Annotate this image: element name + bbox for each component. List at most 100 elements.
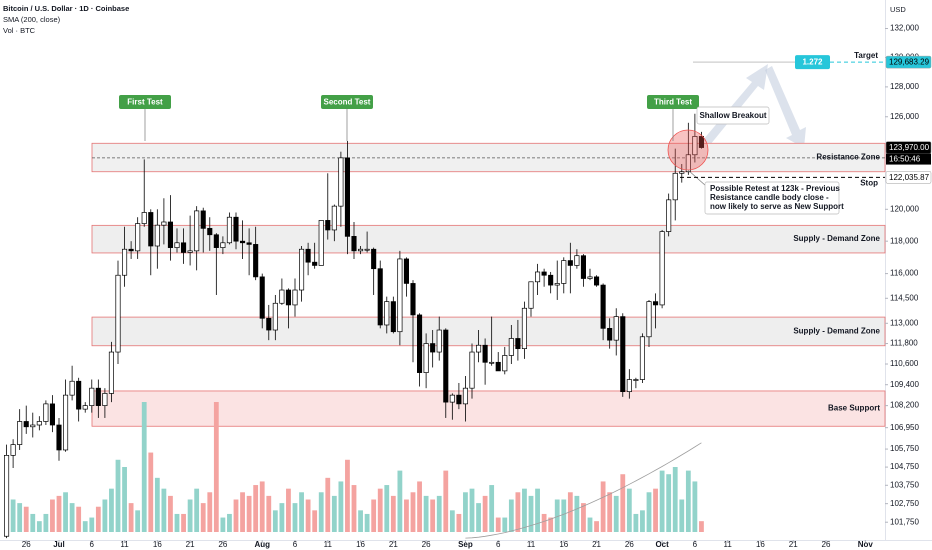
volume-bar <box>456 513 462 532</box>
candle-body <box>220 242 226 248</box>
volume-bar <box>581 503 586 532</box>
volume-bar <box>377 488 383 532</box>
volume-bar <box>436 495 442 532</box>
candle-body <box>377 268 383 326</box>
candle-body <box>122 248 128 276</box>
price-label-box <box>885 171 932 184</box>
x-tick-label: 16 <box>559 540 568 549</box>
candle-body <box>266 317 272 331</box>
y-tick-label: 110,600 <box>890 359 919 368</box>
volume-bar <box>148 452 154 532</box>
candle-body <box>305 248 311 263</box>
volume-bar <box>443 470 449 532</box>
candle-body <box>548 274 554 286</box>
candle-body <box>344 157 350 237</box>
note-text: Shallow Breakout <box>699 111 766 120</box>
note-text: Resistance candle body close - <box>710 193 829 202</box>
candle-body <box>174 242 180 248</box>
x-tick-label: 26 <box>822 540 831 549</box>
candle-body <box>82 405 88 410</box>
candle-body <box>141 212 147 224</box>
volume-bar <box>502 517 508 532</box>
volume-bar <box>194 488 200 532</box>
candle-body <box>587 276 593 279</box>
volume-bar <box>331 495 337 532</box>
volume-bar <box>404 499 409 532</box>
volume-bar <box>17 503 23 532</box>
volume-bar <box>207 492 213 532</box>
test-badge <box>321 95 373 109</box>
candle-body <box>259 276 265 319</box>
volume-bar <box>699 521 704 532</box>
test-label: Second Test <box>324 98 371 107</box>
zone-label: Supply - Demand Zone <box>793 327 880 336</box>
volume-bar <box>390 495 396 532</box>
candle-body <box>108 351 114 394</box>
candle-body <box>95 387 101 406</box>
candle-body <box>240 240 246 244</box>
candle-body <box>397 258 403 333</box>
volume-bar <box>312 510 318 532</box>
candle-body <box>449 394 455 403</box>
x-tick-label: 21 <box>389 540 398 549</box>
candle-body <box>325 220 331 231</box>
candle-body <box>226 216 232 244</box>
candle-body <box>358 248 364 252</box>
x-tick-label: 26 <box>22 540 31 549</box>
volume-bar <box>463 492 468 532</box>
volume-bar <box>384 485 390 532</box>
volume-bar <box>36 521 42 532</box>
volume-bar <box>161 488 167 532</box>
candle-body <box>620 316 626 393</box>
volume-bar <box>141 402 147 532</box>
candle-body <box>469 351 475 389</box>
volume-bar <box>181 513 186 532</box>
x-tick-label: 21 <box>592 540 601 549</box>
volume-bar <box>253 485 259 532</box>
zone-label: Supply - Demand Zone <box>793 234 880 243</box>
volume-bar <box>489 485 495 532</box>
candles <box>4 113 704 539</box>
candle-body <box>462 387 468 405</box>
volume-bar <box>233 499 239 532</box>
volume-bar <box>259 481 265 532</box>
volume-bar <box>613 495 619 532</box>
candle-body <box>626 379 632 393</box>
volume-bar <box>272 510 278 532</box>
x-tick-label: 21 <box>186 540 195 549</box>
x-tick-label: 11 <box>724 540 733 549</box>
candle-body <box>417 314 423 373</box>
volume-bar <box>351 485 357 532</box>
volume-bar <box>508 499 514 532</box>
volume-bar <box>358 510 363 532</box>
candle-body <box>659 231 665 306</box>
volume-bar <box>653 488 658 532</box>
candle-body <box>56 424 62 451</box>
note-box <box>696 106 770 125</box>
candle-body <box>194 210 200 252</box>
volume-bar <box>292 503 298 532</box>
volume-bar <box>633 513 639 532</box>
zone <box>91 316 886 347</box>
test-label: Third Test <box>654 98 692 107</box>
volume-bar <box>364 513 370 532</box>
volume-bar <box>522 488 527 532</box>
zone-label: Resistance Zone <box>816 153 880 162</box>
volume-bar <box>168 495 173 532</box>
volume-bar <box>495 517 501 532</box>
x-tick-label: Jul <box>53 540 65 549</box>
candle-body <box>69 380 75 396</box>
volume-bar <box>305 499 311 532</box>
y-tick-label: 120,000 <box>890 204 919 213</box>
candle-body <box>115 274 121 353</box>
y-tick-label: 113,000 <box>890 318 919 327</box>
candle-body <box>364 248 370 251</box>
candle-body <box>181 242 187 253</box>
candle-body <box>384 301 390 326</box>
candle-body <box>128 248 134 252</box>
price-label: 122,035.87 <box>889 173 930 182</box>
test-badge <box>119 95 171 109</box>
y-tick-label: 118,000 <box>890 236 919 245</box>
candle-body <box>89 387 95 406</box>
x-tick-label: Aug <box>254 540 270 549</box>
